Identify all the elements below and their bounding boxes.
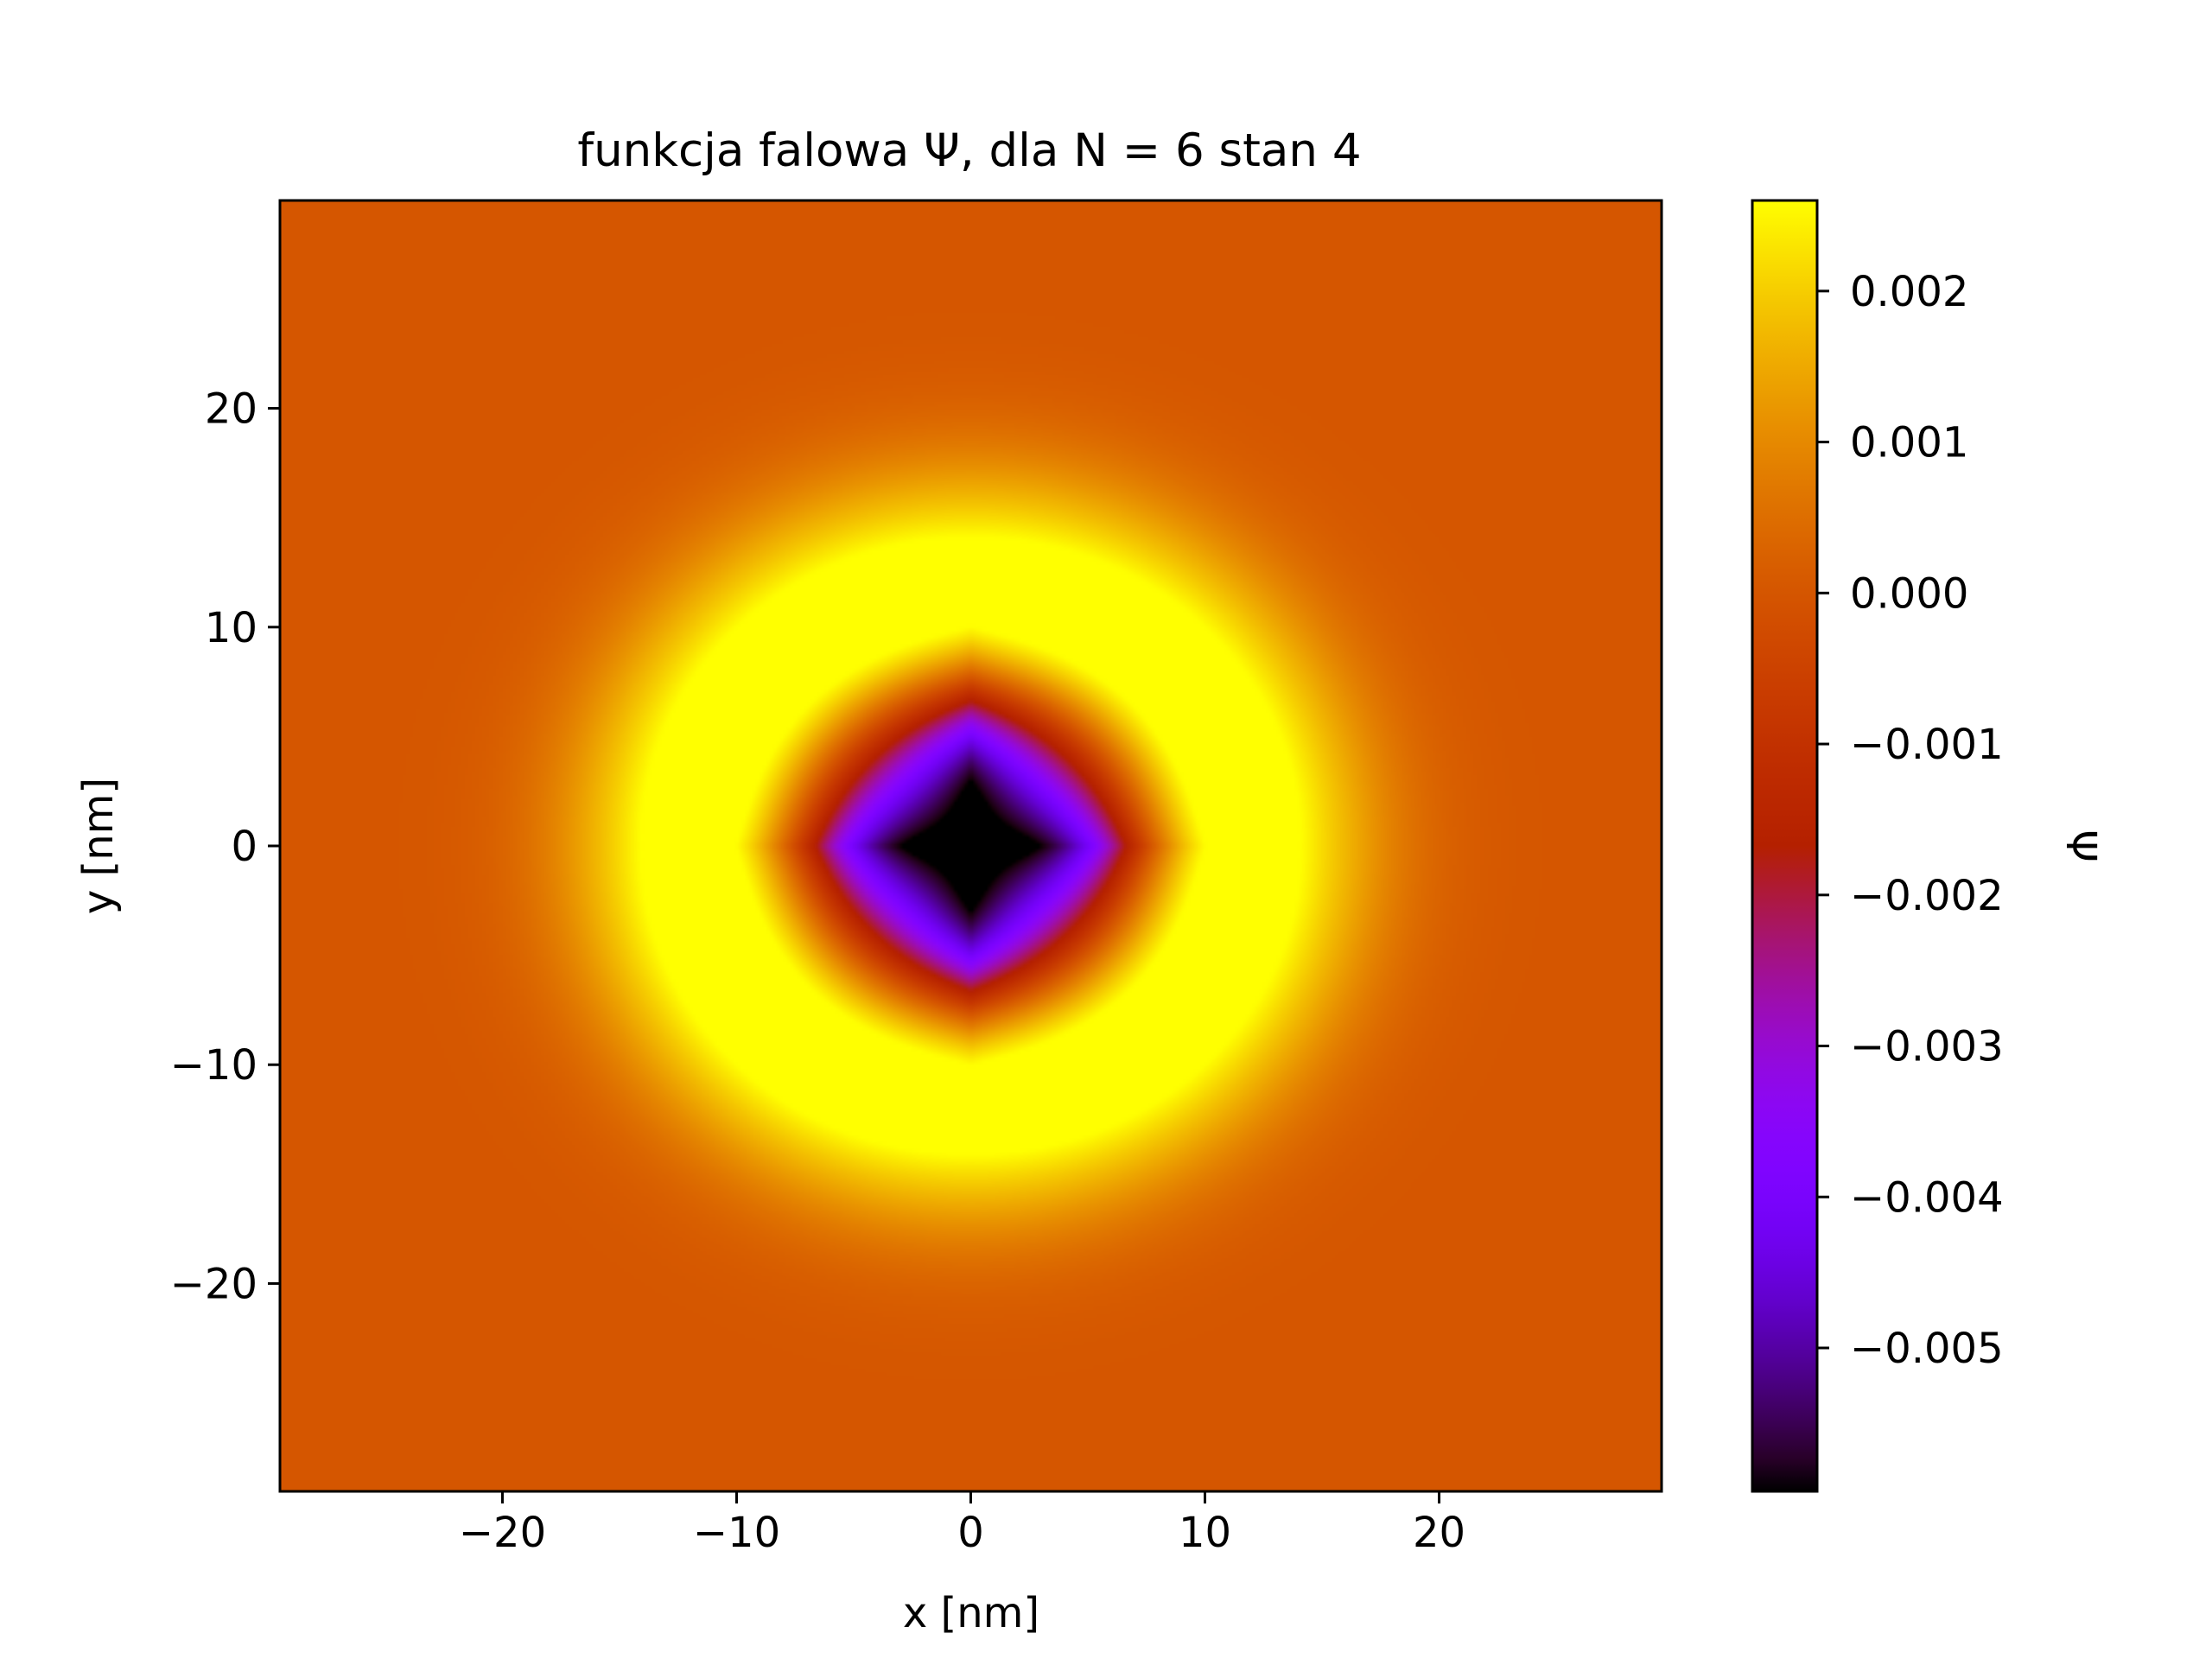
x-axis-label: x [nm] <box>903 1589 1039 1637</box>
colorbar-tick-label: −0.003 <box>1850 1023 2004 1071</box>
y-tick-label: 20 <box>205 385 257 434</box>
y-tick-label: −10 <box>170 1041 257 1090</box>
y-axis-label: y [nm] <box>74 778 123 914</box>
colorbar-tick-label: −0.001 <box>1850 721 2004 769</box>
colorbar-gradient <box>1752 200 1817 1491</box>
colorbar-ticks: 0.002 0.001 0.000 −0.001 −0.002 −0.003 −0.004 −… <box>1817 268 2004 1373</box>
heatmap-plot-area <box>278 199 1663 1493</box>
x-tick-label: −10 <box>693 1509 780 1557</box>
x-tick-label: 10 <box>1179 1509 1231 1557</box>
colorbar-tick-label: 0.002 <box>1850 268 1968 316</box>
colorbar-label: Ψ <box>2056 830 2105 862</box>
colorbar-tick-label: 0.001 <box>1850 419 1968 467</box>
colorbar: 0.002 0.001 0.000 −0.001 −0.002 −0.003 −0.004 −… <box>1751 199 2004 1493</box>
colorbar-tick-label: −0.002 <box>1850 872 2004 920</box>
y-tick-label: 10 <box>205 604 257 652</box>
chart-title: funkcja falowa Ψ, dla N = 6 stan 4 <box>577 124 1361 177</box>
colorbar-tick-label: 0.000 <box>1850 569 1968 618</box>
colorbar-frame <box>1751 199 1819 1493</box>
heatmap-image <box>280 200 1662 1491</box>
y-tick-label: −20 <box>170 1260 257 1308</box>
colorbar-tick-label: −0.005 <box>1850 1325 2004 1373</box>
x-tick-label: 0 <box>957 1509 984 1557</box>
x-tick-label: 20 <box>1413 1509 1465 1557</box>
y-tick-label: 0 <box>231 823 257 871</box>
colorbar-tick-label: −0.004 <box>1850 1173 2004 1222</box>
y-axis-ticks: −20 −10 0 10 20 <box>170 385 280 1308</box>
x-axis-ticks: −20 −10 0 10 20 <box>459 1491 1465 1557</box>
x-tick-label: −20 <box>459 1509 546 1557</box>
